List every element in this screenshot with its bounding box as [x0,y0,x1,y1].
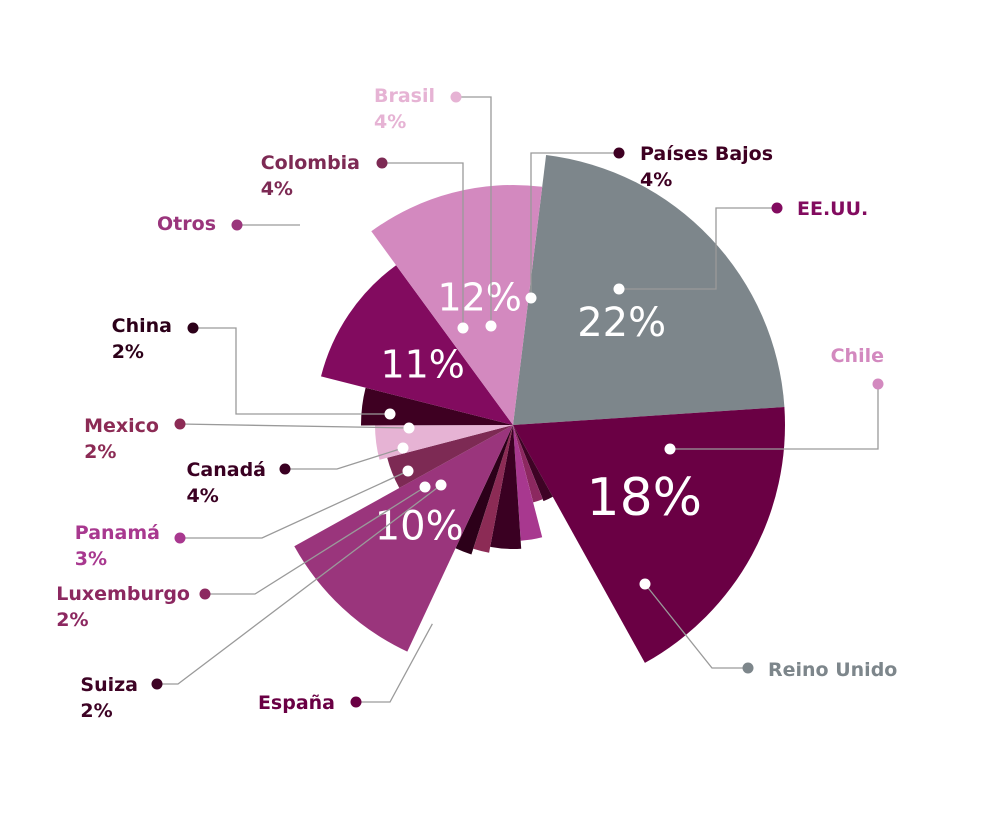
leader-line-china [193,327,390,415]
pie-slice-suiza [513,425,553,502]
label-dot-mexico [174,418,186,430]
slice-label-colombia: Colombia [261,152,360,174]
label-dot-colombia [376,157,388,169]
pie-slice-otros [294,425,513,652]
slice-value-label-espana: 18% [587,468,703,528]
slice-percent-paises-bajos: 4% [640,169,672,191]
slice-label-brasil: Brasil [374,85,435,107]
label-dot-china [187,322,199,334]
pie-slice-reino-unido [513,155,785,425]
leader-line-mexico [179,423,410,429]
slice-label-reino-unido: Reino Unido [768,659,897,681]
leader-line-chile [670,384,879,450]
leader-line-luxemburgo [205,486,426,595]
slice-label-mexico: Mexico [84,415,159,437]
pie-slice-panama [513,425,543,541]
label-dot-reino-unido [742,662,754,674]
pie-slice-canada [490,425,522,549]
slice-value-label-ee-uu: 11% [380,342,464,386]
slice-percent-panama: 3% [75,548,107,570]
leader-line-colombia [382,162,464,328]
slice-dot-canada [397,442,409,454]
slice-dot-chile [664,443,676,455]
label-dot-espana [350,696,362,708]
leader-line-reino-unido [644,583,748,669]
slice-value-label-reino-unido: 22% [577,300,666,346]
label-dot-panama [174,532,186,544]
slice-label-canada: Canadá [186,459,266,481]
slice-dot-china [384,408,396,420]
pie-slice-brasil [375,425,513,460]
slice-percent-suiza: 2% [80,700,112,722]
slice-percent-colombia: 4% [261,178,293,200]
slice-label-chile: Chile [831,345,884,367]
leader-line-paises-bajos [530,152,619,298]
slice-label-paises-bajos: Países Bajos [640,143,773,165]
leader-line-suiza [157,484,442,685]
pie-slice-china [455,425,513,555]
slice-dot-suiza [435,479,447,491]
slice-label-ee-uu: EE.UU. [797,198,868,220]
slice-label-china: China [112,315,172,337]
label-dot-suiza [151,678,163,690]
label-dot-chile [872,378,884,390]
slice-dot-espana [429,613,441,625]
label-dot-paises-bajos [613,147,625,159]
pie-slice-colombia [387,425,513,488]
slice-dot-panama [402,465,414,477]
leader-line-canada [285,447,404,470]
pie-slice-ee-uu [321,265,513,425]
slice-dot-luxemburgo [419,481,431,493]
pie-slice-espana [513,407,785,663]
label-dot-brasil [450,91,462,103]
slice-label-suiza: Suiza [80,674,138,696]
slice-dot-colombia [457,322,469,334]
slice-dot-paises-bajos [525,292,537,304]
label-dot-canada [279,463,291,475]
pie-slice-luxemburgo [513,425,543,503]
slice-dot-reino-unido [639,578,651,590]
slice-dot-mexico [403,422,415,434]
label-dot-otros [231,219,243,231]
slice-value-label-chile: 12% [437,276,521,320]
leader-line-panama [180,470,409,539]
slice-percent-china: 2% [112,341,144,363]
slice-percent-canada: 4% [187,485,219,507]
pie-slice-mexico [473,425,513,553]
slice-percent-mexico: 2% [84,441,116,463]
pie-slice-chile [371,185,543,425]
slice-percent-luxemburgo: 2% [56,609,88,631]
slice-value-label-otros: 10% [375,504,464,550]
slice-dot-ee-uu [613,283,625,295]
leader-line-ee-uu [619,207,777,290]
slice-label-espana: España [258,692,335,714]
slice-label-luxemburgo: Luxemburgo [56,583,190,605]
label-dot-ee-uu [771,202,783,214]
pie-slice-paises-bajos [360,387,513,426]
leader-line-espana [356,618,436,703]
slice-label-otros: Otros [157,213,216,235]
slice-dot-brasil [485,320,497,332]
slice-label-panama: Panamá [75,522,160,544]
leader-line-brasil [456,96,492,326]
label-dot-luxemburgo [199,588,211,600]
slice-percent-brasil: 4% [374,111,406,133]
